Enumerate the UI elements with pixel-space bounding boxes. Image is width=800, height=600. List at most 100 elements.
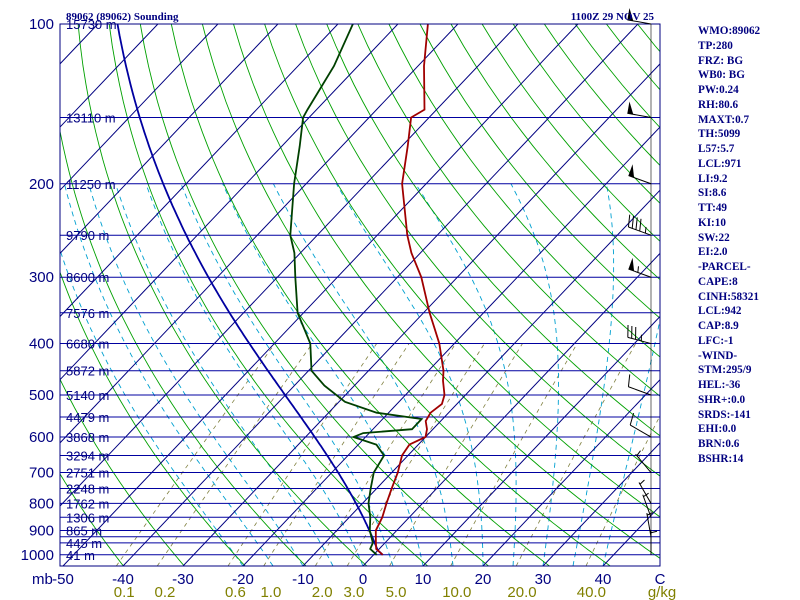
- moist-adiabats: [60, 183, 660, 566]
- height-tick-label: 11250 m: [66, 177, 116, 192]
- wind-barb: [628, 164, 652, 185]
- mixing-ratio-line: [156, 343, 313, 566]
- index-item: PW:0.24: [698, 84, 739, 96]
- wind-barb: [627, 324, 652, 345]
- pressure-tick-label: 1000: [21, 547, 54, 564]
- mixing-ratio-line: [115, 343, 276, 566]
- pressure-unit-label: mb: [32, 571, 53, 588]
- isotherms: [0, 24, 660, 566]
- index-item: TH:5099: [698, 128, 741, 141]
- index-item: KI:10: [698, 216, 726, 229]
- temperature-tick-label: 20: [475, 571, 492, 588]
- mixing-ratio-line: [515, 343, 637, 566]
- parcel-trace: [116, 24, 384, 556]
- mixing-ratio-line: [389, 343, 523, 566]
- index-item: WMO:89062: [698, 25, 761, 37]
- index-item: WB0: BG: [698, 69, 745, 82]
- dry-adiabat: [419, 24, 660, 319]
- mixing-ratio-lines: [115, 343, 660, 566]
- index-item: BSHR:14: [698, 452, 744, 465]
- temperature-tick-label: 40: [595, 571, 612, 588]
- isotherm-line: [60, 24, 519, 507]
- isotherm-line: [0, 24, 38, 566]
- plot-frame: [59, 23, 661, 567]
- dry-adiabat: [388, 24, 660, 358]
- isotherm-line: [60, 24, 459, 444]
- isotherm-line: [122, 24, 639, 566]
- pressure-tick-label: 600: [29, 429, 54, 446]
- height-tick-label: 1306 m: [66, 510, 109, 525]
- dry-adiabat: [450, 24, 660, 281]
- isotherm-line: [60, 24, 339, 318]
- pressure-tick-label: 500: [29, 387, 54, 404]
- index-item: LFC:-1: [698, 334, 734, 347]
- pressure-tick-label: 700: [29, 465, 54, 482]
- height-tick-label: 4479 m: [66, 410, 109, 425]
- isotherm-line: [60, 24, 159, 128]
- temperature-tick-label: 30: [535, 571, 552, 588]
- index-item: FRZ: BG: [698, 54, 744, 67]
- mixing-ratio-label: 1.0: [260, 584, 281, 600]
- wind-barb: [650, 530, 658, 555]
- index-item: L57:5.7: [698, 143, 735, 155]
- temperature-tick-label: 10: [415, 571, 432, 588]
- temperature-tick-label: -50: [52, 571, 74, 588]
- wind-barb: [635, 450, 652, 473]
- moist-adiabat: [88, 183, 304, 566]
- pressure-tick-label: 200: [29, 176, 54, 193]
- moist-adiabat: [336, 183, 484, 566]
- dry-adiabat: [326, 24, 660, 437]
- temperature-tick-label: -30: [172, 571, 194, 588]
- moist-adiabat: [572, 183, 615, 566]
- height-tick-label: 2751 m: [66, 466, 109, 481]
- mixing-ratio-label: 2.0: [312, 584, 333, 600]
- mixing-ratio-label: 3.0: [344, 584, 365, 600]
- index-item: CINH:58321: [698, 290, 759, 303]
- wind-barbs: [627, 8, 658, 555]
- height-tick-label: 7576 m: [66, 306, 109, 321]
- wind-barb: [627, 214, 652, 236]
- mixing-ratio-line: [227, 343, 378, 566]
- index-item: SI:8.6: [698, 187, 727, 200]
- isotherm-line: [242, 126, 660, 566]
- moist-adiabat: [415, 183, 517, 566]
- dry-adiabat: [77, 24, 368, 566]
- temperature-tick-label: -20: [232, 571, 254, 588]
- index-item: TT:49: [698, 202, 728, 214]
- index-item: BRN:0.6: [698, 438, 740, 450]
- isotherm-line: [422, 315, 660, 566]
- index-item: RH:80.6: [698, 98, 739, 111]
- wind-barb: [627, 8, 652, 25]
- mixing-ratio-label: 20.0: [507, 584, 536, 600]
- plot-background: [60, 24, 660, 566]
- pressure-tick-label: 300: [29, 269, 54, 286]
- isotherm-line: [60, 24, 279, 255]
- dry-adiabat: [357, 24, 660, 397]
- isotherm-line: [362, 252, 660, 566]
- sounding-profiles: [289, 24, 446, 556]
- dry-adiabat: [60, 128, 307, 566]
- dry-adiabat: [139, 24, 489, 566]
- dewpoint-line: [289, 24, 424, 556]
- height-tick-label: 8600 m: [66, 270, 109, 285]
- dry-adiabats: [60, 24, 660, 566]
- mixing-ratio-line: [346, 343, 485, 566]
- height-tick-label: 445 m: [66, 536, 102, 551]
- station-title: 89062 (89062) Sounding: [66, 11, 179, 23]
- index-item: -PARCEL-: [698, 261, 751, 273]
- index-item: CAPE:8: [698, 275, 738, 288]
- moist-adiabat: [145, 183, 364, 566]
- sounding-indices-list: WMO:89062 TP:280 FRZ: BG WB0: BG PW:0.24 RH:8…: [698, 24, 798, 467]
- dry-adiabat: [60, 378, 185, 566]
- height-tick-label: 41 m: [66, 548, 95, 563]
- moist-adiabat: [60, 248, 244, 566]
- height-tick-label: 9790 m: [66, 228, 109, 243]
- pressure-tick-label: 400: [29, 336, 54, 353]
- height-tick-label: 13110 m: [66, 110, 116, 125]
- dry-adiabat: [60, 270, 246, 566]
- temperature-line: [374, 24, 446, 556]
- height-tick-label: 6680 m: [66, 337, 109, 352]
- wind-barb: [627, 374, 652, 396]
- moist-adiabat: [115, 183, 334, 566]
- height-tick-label: 3294 m: [66, 448, 109, 463]
